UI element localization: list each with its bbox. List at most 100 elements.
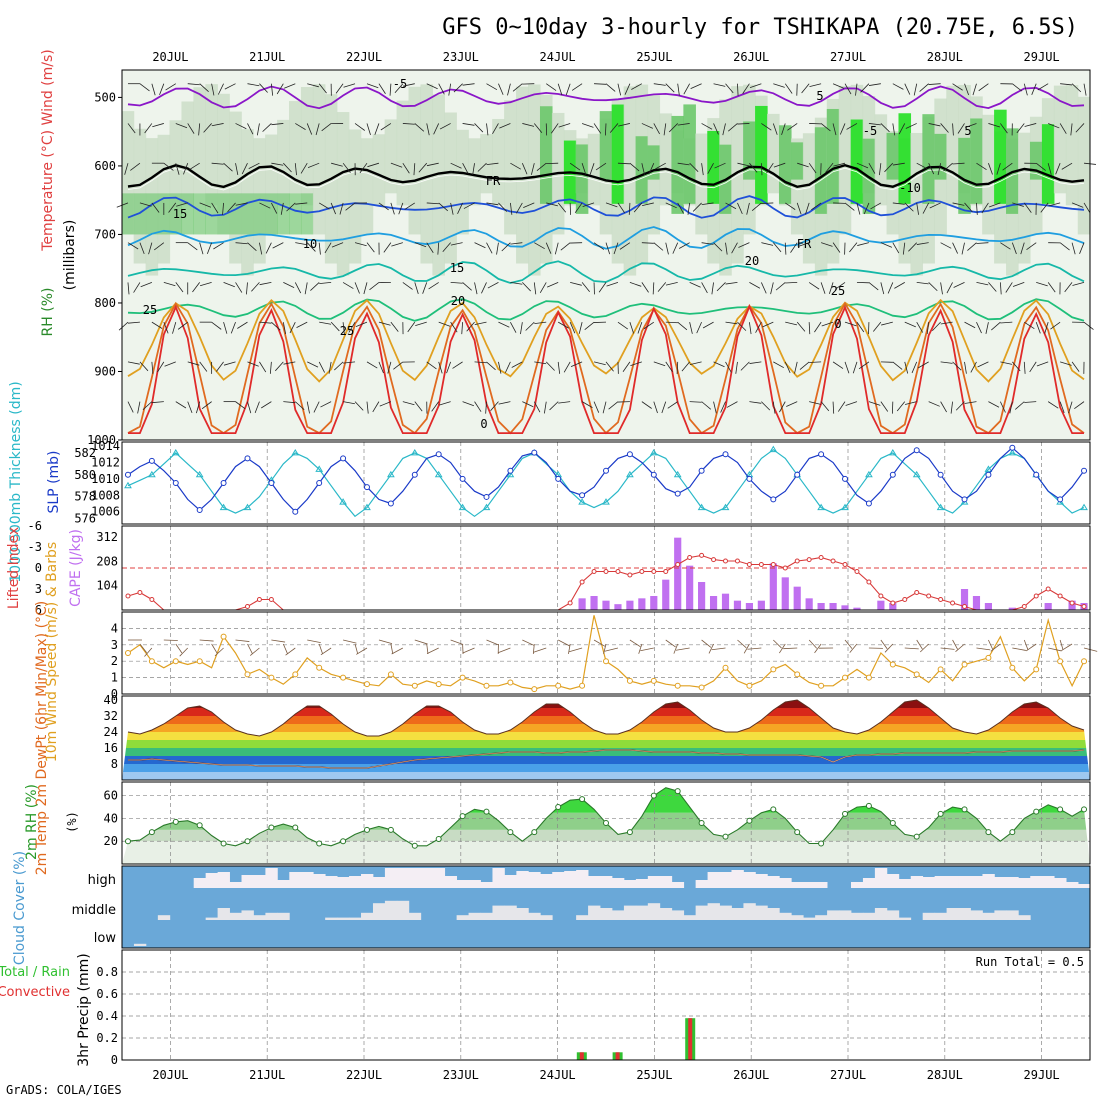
wind-barb [504, 361, 511, 373]
wind-barb [545, 242, 552, 254]
bottom-date-label: 27JUL [830, 1068, 866, 1082]
wind-barb [1071, 242, 1076, 255]
slp-tick: 1006 [91, 505, 120, 519]
thickness-point [315, 465, 324, 472]
wind-barb [953, 282, 965, 288]
wind-barb [976, 162, 987, 171]
wind-barb [363, 282, 368, 295]
wind-barb [474, 123, 484, 133]
lifted-index-point [723, 558, 729, 564]
wind-barb10m [414, 639, 428, 645]
rh-shade [205, 84, 218, 206]
wind-barb [918, 361, 929, 369]
wind-speed-point [507, 679, 514, 686]
wind-barb [613, 242, 619, 255]
wind-barb [770, 282, 774, 295]
cloud-cell [922, 912, 936, 920]
cloud-cell [982, 912, 995, 920]
cloud-cell [1006, 910, 1019, 920]
cloud-cell [659, 908, 673, 920]
cloud-cell [994, 877, 1007, 888]
wind-barb [1074, 401, 1085, 410]
wind-barb [310, 282, 320, 291]
cloud-cell [779, 878, 792, 888]
rh-point [1009, 829, 1016, 836]
wind-barb [602, 401, 607, 414]
wind-barb [581, 282, 590, 292]
wind-barb [402, 401, 415, 406]
wind-barb10m [976, 647, 991, 651]
rh-shade [408, 86, 422, 235]
wind-barb10m [783, 647, 798, 650]
wind-barb [189, 162, 200, 170]
slp-point [818, 451, 825, 458]
wind-barb [227, 202, 236, 213]
wind-barb [1024, 401, 1037, 403]
wind-barb [1048, 123, 1060, 129]
stability-frame [121, 525, 1091, 611]
wind-barb [832, 123, 837, 136]
lifted-index-point [794, 558, 800, 564]
isotherm-label: 5 [964, 124, 971, 138]
wind-barb [622, 361, 631, 372]
wind-barb [450, 321, 458, 333]
wind-barb [832, 401, 835, 414]
rh-point [842, 810, 849, 817]
wind-barb [521, 163, 528, 175]
wind-barb [797, 162, 809, 168]
wind-barb [713, 83, 726, 87]
wind-barb10m [391, 647, 404, 655]
slp-point [770, 496, 777, 503]
wind-barb [928, 401, 940, 407]
rh-point [292, 824, 299, 831]
y-tick-label: 900 [94, 364, 116, 378]
wind-barb [1000, 401, 1006, 413]
li-tick: -6 [28, 519, 42, 533]
wind-barb10m [175, 643, 183, 654]
y-tick-label: 800 [94, 296, 116, 310]
wind-barb [617, 83, 622, 96]
cloud-cell [659, 876, 673, 888]
cloud-cell [827, 910, 840, 920]
wind-barb [860, 83, 870, 93]
cloud-cell [958, 908, 971, 920]
wind-barb [892, 361, 903, 370]
wind-barb [498, 321, 510, 328]
wind-speed-point [316, 664, 323, 671]
cloud-cell [707, 903, 720, 920]
wind-barb [629, 282, 642, 287]
wind-barb10m [844, 639, 853, 649]
thickness-point [984, 465, 993, 472]
thickness-point [626, 470, 634, 478]
rh-point [1033, 808, 1040, 815]
wind-barb [546, 202, 558, 207]
rh-point [316, 840, 323, 847]
lifted-index-point [914, 590, 920, 595]
wind-barb [533, 123, 543, 134]
wind-barb [1060, 83, 1073, 86]
rh-point [579, 796, 586, 803]
bottom-date-label: 23JUL [443, 1068, 479, 1082]
cloud-cell [874, 908, 888, 920]
wind-barb [916, 202, 919, 215]
wind-barb [164, 361, 176, 367]
wind-barb [235, 123, 247, 130]
wind-barb10m [569, 647, 583, 653]
wind-barb [407, 321, 416, 333]
slp-point [650, 471, 657, 478]
wind-barb [952, 162, 965, 165]
wind-barb [1020, 242, 1025, 255]
wind-barb [374, 123, 380, 135]
wind-speed-point [268, 674, 275, 681]
wind-barb [725, 83, 734, 94]
wind-speed-point [603, 658, 609, 665]
wind-barb [402, 83, 415, 87]
wind-barb [1000, 361, 1013, 365]
wind-barb [940, 123, 949, 133]
wind-barb [1023, 83, 1028, 96]
thickness-point [219, 503, 228, 511]
isotherm-line [127, 85, 1085, 110]
wind-barb10m [808, 639, 818, 649]
wind-barb [452, 361, 463, 369]
